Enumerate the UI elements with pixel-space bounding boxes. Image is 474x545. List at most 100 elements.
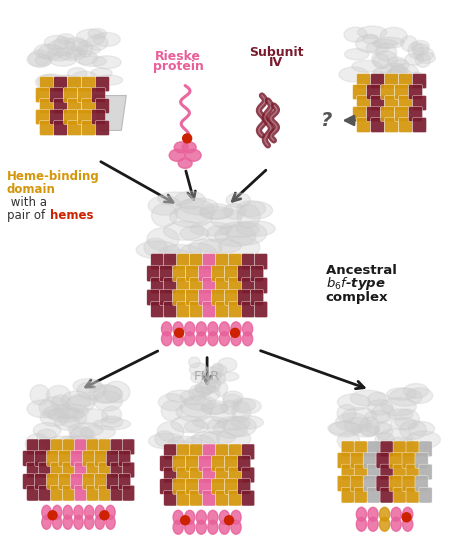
FancyBboxPatch shape — [356, 118, 371, 132]
Ellipse shape — [210, 209, 241, 228]
FancyBboxPatch shape — [186, 479, 199, 494]
Ellipse shape — [148, 196, 181, 215]
FancyBboxPatch shape — [177, 467, 190, 483]
Ellipse shape — [51, 395, 70, 409]
FancyBboxPatch shape — [394, 84, 409, 100]
Ellipse shape — [49, 52, 76, 66]
Ellipse shape — [342, 408, 376, 425]
Ellipse shape — [163, 250, 192, 263]
Ellipse shape — [174, 191, 206, 209]
Ellipse shape — [170, 440, 195, 452]
Ellipse shape — [91, 68, 112, 78]
FancyBboxPatch shape — [35, 474, 47, 489]
FancyBboxPatch shape — [381, 84, 394, 100]
FancyBboxPatch shape — [160, 479, 173, 494]
FancyBboxPatch shape — [241, 467, 255, 483]
Ellipse shape — [29, 50, 52, 68]
Ellipse shape — [185, 322, 195, 336]
Ellipse shape — [162, 332, 172, 346]
FancyBboxPatch shape — [151, 301, 164, 318]
FancyBboxPatch shape — [71, 474, 83, 489]
Ellipse shape — [185, 149, 201, 161]
Ellipse shape — [415, 53, 430, 68]
FancyBboxPatch shape — [199, 479, 212, 494]
Ellipse shape — [196, 332, 206, 346]
Ellipse shape — [74, 77, 91, 93]
Ellipse shape — [344, 27, 367, 42]
Ellipse shape — [214, 380, 228, 397]
FancyBboxPatch shape — [399, 74, 412, 89]
Ellipse shape — [223, 394, 242, 407]
Ellipse shape — [158, 192, 192, 205]
Ellipse shape — [219, 332, 229, 346]
Ellipse shape — [200, 204, 233, 219]
FancyBboxPatch shape — [384, 95, 399, 111]
Ellipse shape — [106, 515, 115, 529]
Text: with a: with a — [7, 196, 46, 209]
Ellipse shape — [43, 405, 80, 419]
Ellipse shape — [64, 435, 99, 447]
Ellipse shape — [381, 63, 408, 80]
Ellipse shape — [408, 421, 435, 436]
Ellipse shape — [243, 332, 253, 346]
Ellipse shape — [93, 56, 121, 69]
Ellipse shape — [158, 393, 186, 410]
FancyBboxPatch shape — [216, 490, 229, 506]
Ellipse shape — [232, 401, 251, 422]
FancyBboxPatch shape — [173, 265, 186, 282]
FancyBboxPatch shape — [94, 451, 107, 467]
FancyBboxPatch shape — [35, 451, 47, 467]
FancyBboxPatch shape — [190, 467, 203, 483]
FancyBboxPatch shape — [186, 456, 199, 471]
FancyBboxPatch shape — [419, 487, 432, 503]
Ellipse shape — [374, 37, 404, 49]
Ellipse shape — [93, 419, 130, 430]
FancyBboxPatch shape — [160, 265, 173, 282]
Text: FNR: FNR — [194, 370, 220, 383]
FancyBboxPatch shape — [241, 253, 255, 270]
FancyBboxPatch shape — [173, 289, 186, 306]
Ellipse shape — [239, 202, 273, 219]
Ellipse shape — [87, 35, 108, 51]
FancyBboxPatch shape — [164, 301, 177, 318]
FancyBboxPatch shape — [381, 106, 394, 122]
FancyBboxPatch shape — [384, 118, 399, 132]
Ellipse shape — [185, 420, 209, 433]
Ellipse shape — [365, 410, 390, 423]
Ellipse shape — [67, 68, 87, 80]
Ellipse shape — [63, 515, 73, 529]
Ellipse shape — [227, 222, 267, 245]
FancyBboxPatch shape — [199, 456, 212, 471]
Ellipse shape — [368, 517, 378, 531]
FancyBboxPatch shape — [151, 253, 164, 270]
Ellipse shape — [73, 71, 97, 82]
Ellipse shape — [155, 431, 174, 447]
FancyBboxPatch shape — [51, 439, 63, 455]
Ellipse shape — [193, 416, 228, 428]
Circle shape — [100, 511, 109, 520]
Ellipse shape — [195, 382, 212, 396]
FancyBboxPatch shape — [250, 265, 264, 282]
Ellipse shape — [147, 228, 179, 251]
FancyBboxPatch shape — [64, 110, 78, 125]
Ellipse shape — [336, 413, 368, 431]
FancyBboxPatch shape — [63, 462, 75, 478]
FancyBboxPatch shape — [380, 464, 393, 480]
FancyBboxPatch shape — [419, 464, 432, 480]
Ellipse shape — [217, 416, 250, 430]
FancyBboxPatch shape — [118, 451, 131, 467]
FancyBboxPatch shape — [86, 485, 99, 501]
FancyBboxPatch shape — [199, 289, 212, 306]
Ellipse shape — [207, 371, 220, 383]
Ellipse shape — [184, 435, 215, 455]
FancyBboxPatch shape — [415, 476, 428, 492]
FancyBboxPatch shape — [36, 110, 50, 125]
Ellipse shape — [195, 383, 216, 393]
Ellipse shape — [95, 515, 104, 529]
FancyBboxPatch shape — [225, 289, 237, 306]
FancyBboxPatch shape — [54, 120, 68, 136]
Ellipse shape — [219, 322, 229, 336]
Ellipse shape — [103, 382, 130, 403]
Ellipse shape — [65, 49, 82, 58]
FancyBboxPatch shape — [202, 467, 216, 483]
